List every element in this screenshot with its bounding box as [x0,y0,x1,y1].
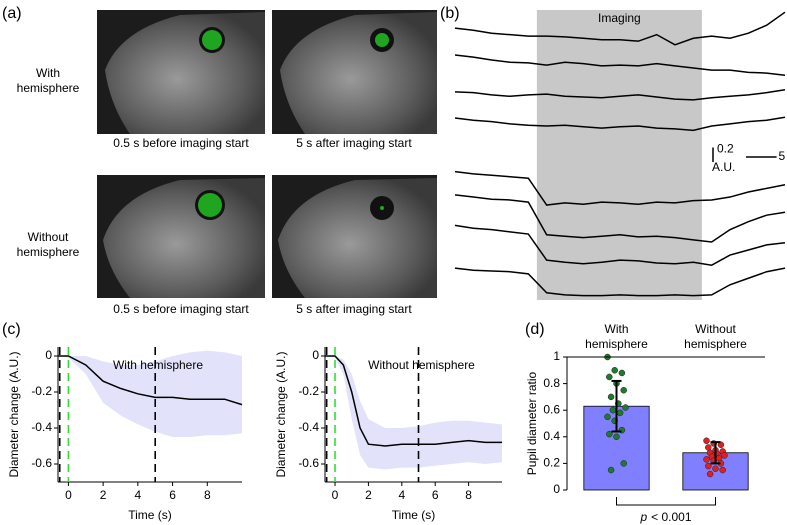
chart-title: Without hemisphere [368,358,475,372]
y-tick-label: -0.4 [31,420,52,434]
data-point [609,406,617,414]
data-point [606,430,613,438]
data-point [620,460,627,467]
x-tick-label: 2 [365,488,372,502]
x-tick-label: 4 [135,488,142,502]
data-point [719,466,726,474]
x-tick-label: 0 [65,488,72,502]
error-bar [611,379,622,433]
y-tick-label: -0.2 [31,384,52,398]
x-tick-label: 4 [398,488,405,502]
x-axis-label: Time (s) [392,508,436,522]
y-tick-label: -0.2 [298,384,319,398]
x-tick-label: 8 [465,488,472,502]
row-label: Without hemisphere [16,230,80,259]
trace [454,89,786,101]
image [97,175,265,298]
data-point [607,466,615,474]
caption: 5 s after imaging start [296,136,412,150]
trace [454,54,786,76]
panel-label: (a) [2,5,22,22]
y-tick-label: 0 [45,348,52,362]
trace [454,224,786,266]
imaging-shade [536,10,702,300]
category-label: With hemisphere [585,322,648,351]
data-point [712,465,719,472]
caption: 0.5 s before imaging start [113,136,249,150]
caption: 5 s after imaging start [296,302,412,316]
data-point [703,437,710,445]
panel-label: (c) [2,321,21,338]
scalebar-y-unit: A.U. [712,160,735,174]
image [272,175,437,298]
y-tick-label: 0.6 [543,402,560,416]
panel-label: (d) [525,321,545,338]
x-tick-label: 8 [204,488,211,502]
significance-bracket [616,497,716,506]
row-label: With hemisphere [16,66,80,95]
error-bar [710,441,721,465]
p-symbol: p [639,510,647,524]
scalebar-x-label: 5 s [779,149,787,163]
sd-band [325,356,502,470]
x-axis-label: Time (s) [128,508,172,522]
data-point [705,462,712,470]
data-point [721,452,728,459]
data-point [620,387,627,394]
data-point [622,404,629,411]
panel-label: (b) [440,5,460,22]
y-tick-label: 0.2 [543,456,560,470]
x-tick-label: 6 [169,488,176,502]
y-tick-label: -0.4 [298,420,319,434]
data-point [606,373,613,381]
sd-band [58,350,242,437]
y-tick-label: 0.4 [543,429,560,443]
trace [454,116,786,132]
trace [58,355,243,406]
data-point [717,441,725,449]
mouse-images [97,10,437,298]
image [272,10,437,134]
shade-label: Imaging [598,11,641,25]
x-tick-label: 0 [332,488,339,502]
data-point [618,369,626,377]
data-point [611,367,618,374]
category-label: Without hemisphere [684,322,747,351]
y-tick-label: -0.6 [298,456,319,470]
trace [454,170,786,206]
trace [454,267,786,297]
data-point [604,413,611,421]
y-tick-label: 0 [553,482,560,496]
trace [454,11,786,46]
data-point [706,470,714,478]
y-axis-label: Pupil diameter ratio [525,371,539,475]
data-point [607,393,615,401]
y-axis-label: Diameter change (A.U.) [274,351,288,477]
p-text: < 0.001 [651,510,692,524]
data-point [613,433,620,441]
y-tick-label: 0.8 [543,376,560,390]
data-point [703,456,710,463]
chart-title: With hemisphere [113,358,203,372]
trace [325,355,502,447]
caption: 0.5 s before imaging start [113,302,249,316]
trace [454,194,786,243]
data-point [616,409,624,417]
y-tick-label: -0.6 [31,456,52,470]
p-value: p < 0.001 [639,510,691,524]
x-tick-label: 6 [432,488,439,502]
scalebar-y-label: 0.2 [717,142,734,156]
x-tick-label: 2 [100,488,107,502]
y-tick-label: 0 [312,348,319,362]
y-axis-label: Diameter change (A.U.) [7,351,21,477]
y-tick-label: 1 [553,349,560,363]
image [97,10,265,134]
